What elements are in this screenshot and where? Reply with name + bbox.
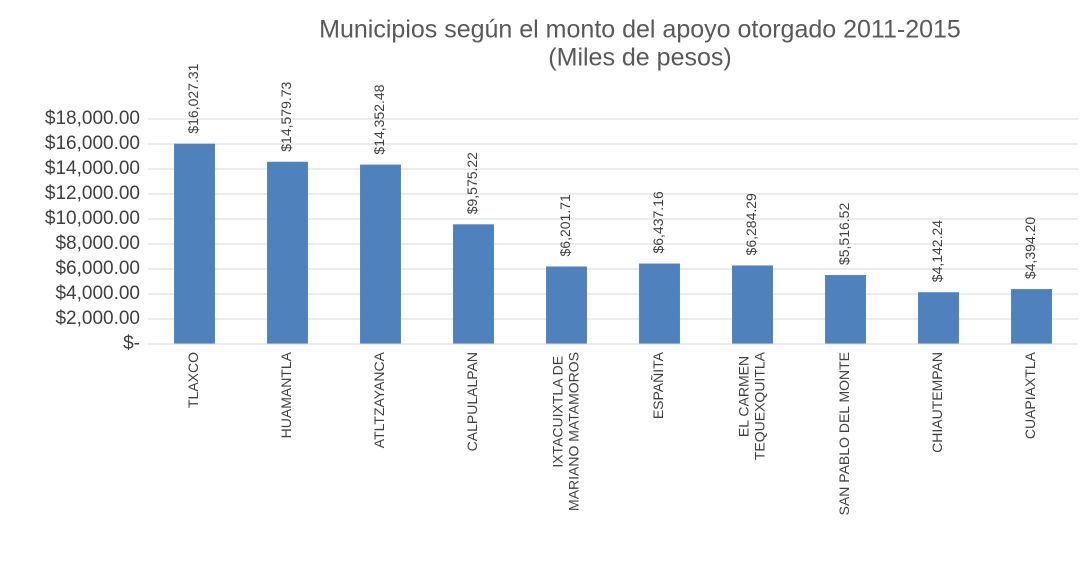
y-tick-label: $4,000.00: [55, 283, 140, 304]
x-tick-label: CUAPIAXTLA: [1022, 351, 1038, 439]
value-label: $9,575.22: [464, 152, 480, 214]
chart-title: Municipios según el monto del apoyo otor…: [319, 16, 961, 44]
bar: [174, 143, 215, 344]
x-tick-label: TLAXCO: [185, 352, 201, 408]
y-tick-label: $10,000.00: [45, 208, 140, 229]
chart-subtitle: (Miles de pesos): [548, 44, 731, 72]
x-tick-label: HUAMANTLA: [278, 351, 294, 438]
value-label: $14,352.48: [371, 84, 387, 154]
x-tick-label: SAN PABLO DEL MONTE: [836, 352, 852, 515]
y-tick-label: $6,000.00: [55, 258, 140, 279]
bar: [1011, 289, 1052, 344]
value-label: $5,516.52: [836, 203, 852, 265]
bar: [453, 224, 494, 344]
bar: [639, 263, 680, 344]
x-tick-label: EL CARMEN TEQUEXQUITLA: [735, 351, 767, 460]
value-label: $16,027.31: [185, 63, 201, 133]
value-label: $6,201.71: [557, 194, 573, 256]
y-tick-label: $8,000.00: [55, 233, 140, 254]
y-tick-label: $18,000.00: [45, 108, 140, 129]
x-tick-label: CALPULALPAN: [464, 352, 480, 451]
y-tick-label: $-: [123, 333, 140, 354]
bar: [546, 266, 587, 344]
y-tick-label: $16,000.00: [45, 133, 140, 154]
y-tick-label: $14,000.00: [45, 158, 140, 179]
value-label: $14,579.73: [278, 81, 294, 151]
value-label: $6,437.16: [650, 191, 666, 253]
value-label: $6,284.29: [743, 193, 759, 255]
x-tick-label: IXTACUIXTLA DE MARIANO MATAMOROS: [549, 352, 581, 511]
y-tick-label: $2,000.00: [55, 308, 140, 329]
x-tick-label: ESPAÑITA: [650, 351, 666, 419]
bar: [732, 265, 773, 344]
value-label: $4,394.20: [1022, 217, 1038, 279]
bar: [825, 275, 866, 344]
y-tick-label: $12,000.00: [45, 183, 140, 204]
x-tick-label: CHIAUTEMPAN: [929, 352, 945, 453]
bar: [360, 164, 401, 344]
value-label: $4,142.24: [929, 220, 945, 282]
bar: [267, 161, 308, 344]
bar: [918, 292, 959, 344]
x-tick-label: ATLTZAYANCA: [371, 351, 387, 448]
